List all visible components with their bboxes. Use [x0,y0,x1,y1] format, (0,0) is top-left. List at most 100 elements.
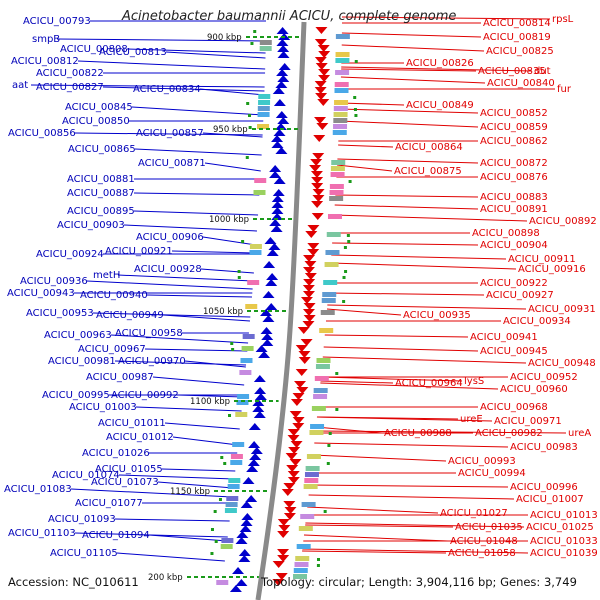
gene-label-right[interactable]: ACICU_00941 [470,332,538,343]
gene-label-left[interactable]: ACICU_01055 [95,464,163,475]
gene-label-left[interactable]: ACICU_00967 [78,344,146,355]
gene-label-left[interactable]: ACICU_00903 [57,220,125,231]
gene-label-left[interactable]: ACICU_00924 [36,249,104,260]
gene-label-left[interactable]: ACICU_00906 [136,232,204,243]
gene-label-left[interactable]: ACICU_00895 [67,206,135,217]
gene-label-left[interactable]: ACICU_00857 [136,128,204,139]
gene-label-left[interactable]: ACICU_00850 [62,116,130,127]
gene-label-right[interactable]: ACICU_00814 [483,18,551,29]
gene-label-left[interactable]: ACICU_00958 [115,328,183,339]
gene-label-right[interactable]: ACICU_01033 [530,536,598,547]
gene-label-right[interactable]: ACICU_01039 [530,548,598,559]
gene-label-left[interactable]: aat [12,80,28,91]
gene-label-right[interactable]: ACICU_01027 [440,508,508,519]
gene-label-left[interactable]: ACICU_00793 [23,16,91,27]
gene-label-right[interactable]: ACICU_01025 [526,522,594,533]
gene-label-left[interactable]: ACICU_00921 [105,246,173,257]
gene-label-left[interactable]: ACICU_00992 [111,390,179,401]
gene-label-right[interactable]: ACICU_00852 [480,108,548,119]
gene-label-left[interactable]: ACICU_00845 [65,102,133,113]
gene-label-right[interactable]: ACICU_00988 [384,428,452,439]
gene-label-left[interactable]: ACICU_01012 [106,432,174,443]
gene-label-left[interactable]: ACICU_01103 [8,528,76,539]
gene-label-left[interactable]: ACICU_00970 [118,356,186,367]
gene-label-right[interactable]: ACICU_00911 [508,254,576,265]
gene-label-left[interactable]: ACICU_01074 [52,470,120,481]
gene-label-right[interactable]: rpsL [552,14,574,25]
gene-label-left[interactable]: ACICU_00881 [67,174,135,185]
gene-label-right[interactable]: ACICU_00927 [486,290,554,301]
gene-label-left[interactable]: ACICU_00808 [60,44,128,55]
gene-label-right[interactable]: ACICU_00982 [475,428,543,439]
gene-label-right[interactable]: ACICU_00819 [483,32,551,43]
gene-label-right[interactable]: ACICU_00916 [518,264,586,275]
gene-label-left[interactable]: ACICU_00936 [20,276,88,287]
gene-label-left[interactable]: ACICU_00871 [138,158,206,169]
gene-label-right[interactable]: ACICU_00840 [487,78,555,89]
gene-label-right[interactable]: ACICU_00996 [510,482,578,493]
gene-label-left[interactable]: ACICU_00963 [44,330,112,341]
gene-label-right[interactable]: dut [534,66,551,77]
gene-label-left[interactable]: ACICU_00949 [96,310,164,321]
gene-label-right[interactable]: ACICU_01035 [455,522,523,533]
gene-label-right[interactable]: ACICU_00825 [486,46,554,57]
gene-label-right[interactable]: ACICU_00934 [503,316,571,327]
gene-label-right[interactable]: ACICU_00859 [480,122,548,133]
gene-label-right[interactable]: ACICU_00898 [472,228,540,239]
gene-label-right[interactable]: ACICU_00891 [480,204,548,215]
gene-label-left[interactable]: ACICU_01003 [69,402,137,413]
gene-label-left[interactable]: ACICU_01094 [82,530,150,541]
gene-label-left[interactable]: ACICU_00827 [36,82,104,93]
gene-label-left[interactable]: ACICU_00995 [42,390,110,401]
gene-label-right[interactable]: ACICU_00983 [510,442,578,453]
gene-label-right[interactable]: ACICU_00948 [528,358,596,369]
gene-label-left[interactable]: ACICU_00856 [8,128,76,139]
gene-label-right[interactable]: ACICU_00960 [500,384,568,395]
gene-label-right[interactable]: ACICU_00826 [406,58,474,69]
gene-label-right[interactable]: ACICU_01058 [448,548,516,559]
gene-label-right[interactable]: ACICU_00922 [480,278,548,289]
gene-label-left[interactable]: ACICU_01026 [82,448,150,459]
gene-label-left[interactable]: ACICU_01011 [98,418,166,429]
gene-label-left[interactable]: ACICU_00887 [67,188,135,199]
gene-label-left[interactable]: ACICU_01083 [4,484,72,495]
gene-label-right[interactable]: ACICU_00876 [480,172,548,183]
gene-label-left[interactable]: ACICU_00813 [99,47,167,58]
gene-label-left[interactable]: ACICU_00865 [68,144,136,155]
gene-label-left[interactable]: ACICU_01093 [48,514,116,525]
gene-label-right[interactable]: ACICU_00872 [480,158,548,169]
gene-label-right[interactable]: ACICU_01048 [450,536,518,547]
gene-label-left[interactable]: ACICU_01073 [91,477,159,488]
gene-label-right[interactable]: ACICU_00892 [529,216,597,227]
gene-label-right[interactable]: ACICU_00904 [480,240,548,251]
gene-label-left[interactable]: ACICU_00822 [36,68,104,79]
gene-label-left[interactable]: ACICU_00987 [86,372,154,383]
gene-label-right[interactable]: ACICU_00952 [510,372,578,383]
gene-label-right[interactable]: ACICU_00964 [395,378,463,389]
gene-label-right[interactable]: ACICU_01013 [530,510,598,521]
gene-label-right[interactable]: ACICU_00935 [403,310,471,321]
gene-label-right[interactable]: ACICU_00994 [458,468,526,479]
gene-label-right[interactable]: ACICU_00835 [478,66,546,77]
gene-label-right[interactable]: ACICU_00849 [406,100,474,111]
gene-label-right[interactable]: lysS [464,376,484,387]
gene-label-left[interactable]: ACICU_00940 [80,290,148,301]
gene-label-left[interactable]: metH [93,270,120,281]
gene-label-right[interactable]: ACICU_00993 [448,456,516,467]
gene-label-left[interactable]: ACICU_00812 [11,56,79,67]
gene-label-right[interactable]: ACICU_00971 [494,416,562,427]
gene-label-right[interactable]: ureA [568,428,591,439]
gene-label-right[interactable]: ACICU_01007 [516,494,584,505]
gene-label-left[interactable]: ACICU_00834 [133,84,201,95]
gene-label-right[interactable]: ACICU_00945 [480,346,548,357]
gene-label-left[interactable]: ACICU_01105 [50,548,118,559]
gene-label-right[interactable]: fur [557,84,572,95]
gene-label-right[interactable]: ureE [460,414,483,425]
gene-label-right[interactable]: ACICU_00875 [394,166,462,177]
gene-label-left[interactable]: ACICU_00953 [26,308,94,319]
gene-label-right[interactable]: ACICU_00931 [528,304,596,315]
gene-label-right[interactable]: ACICU_00864 [395,142,463,153]
gene-label-right[interactable]: ACICU_00883 [480,192,548,203]
gene-label-left[interactable]: ACICU_00943 [7,288,75,299]
gene-label-right[interactable]: ACICU_00862 [480,136,548,147]
